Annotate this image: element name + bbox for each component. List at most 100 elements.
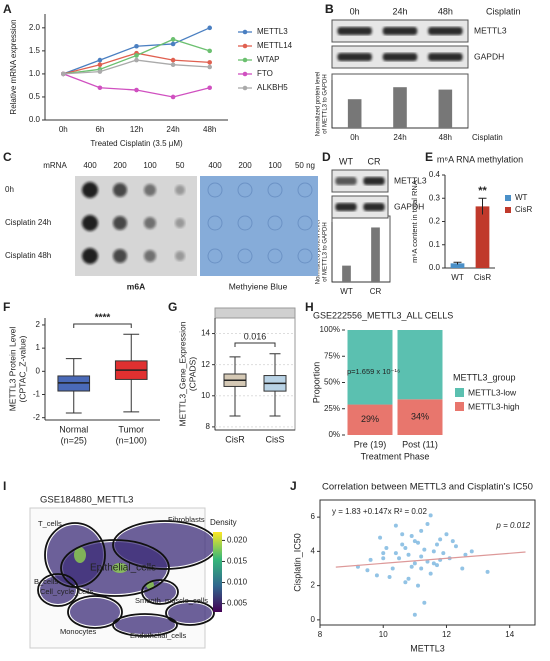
dot: [82, 248, 98, 264]
bar: [475, 206, 490, 268]
dot-blue: [207, 215, 223, 231]
point: [428, 513, 433, 518]
point: [412, 612, 417, 617]
point: [422, 547, 427, 552]
y-tick-label: 0%: [328, 430, 340, 439]
legend-label: WTAP: [257, 55, 280, 64]
dot-blue: [237, 248, 253, 264]
y-tick-label: 10: [201, 391, 210, 400]
whisker: [269, 353, 281, 417]
legend-marker: [242, 29, 248, 35]
point: [441, 551, 446, 556]
fit-line: [335, 551, 526, 568]
point: [460, 566, 465, 571]
point: [378, 535, 383, 540]
panel-label: C: [3, 150, 12, 164]
point: [431, 561, 436, 566]
x-tick-label: WT: [451, 273, 464, 282]
x-tick-label: 8: [318, 630, 323, 639]
point: [469, 549, 474, 554]
panel-label: H: [305, 300, 314, 314]
point: [384, 545, 389, 550]
y-tick-label: 0.0: [29, 115, 41, 124]
point: [134, 53, 139, 58]
dot: [113, 249, 127, 263]
x-axis-label: Treated Cisplatin (3.5 μM): [90, 139, 183, 148]
legend-swatch: [455, 402, 464, 411]
x-tick-label: 10: [379, 630, 388, 639]
bar-segment: [347, 330, 393, 405]
legend-label: METTL3: [257, 27, 288, 36]
dot: [82, 182, 98, 198]
caption: m6A: [127, 281, 145, 291]
cluster-outline: [141, 579, 179, 605]
point: [419, 554, 424, 559]
cluster-label: Fibroblasts: [168, 515, 205, 524]
dot-blue: [297, 182, 313, 198]
colorbar-tick-label: 0.005: [227, 599, 248, 608]
point: [368, 557, 373, 562]
legend-swatch: [455, 388, 464, 397]
whisker: [123, 333, 140, 413]
axis-label: Normalized protein level: [316, 72, 322, 136]
y-tick-label: -2: [33, 413, 41, 422]
point: [97, 85, 103, 91]
point: [397, 556, 402, 561]
bar: [438, 89, 453, 128]
point: [406, 552, 411, 557]
y-tick-label: 2: [36, 320, 41, 329]
dot: [175, 185, 185, 195]
point: [97, 69, 103, 74]
axis-label: Cisplatin_IC50: [292, 533, 302, 592]
panel-label: B: [325, 2, 334, 16]
point: [400, 532, 405, 537]
y-tick-label: 1.5: [29, 46, 41, 55]
axis-label: (CPADS): [187, 357, 197, 391]
axis-label: METTL3_Gene_Expression: [177, 321, 187, 426]
dot-blue: [297, 248, 313, 264]
x-tick-label: Normal: [59, 424, 88, 434]
x-tick-label: 12: [442, 630, 451, 639]
axis-label: of METTL3 to GAPDH: [323, 74, 329, 133]
point: [425, 559, 430, 564]
x-axis-label: Cisplatin: [472, 133, 503, 142]
x-tick-label: 24h: [166, 125, 179, 134]
dot: [113, 183, 127, 197]
lane-label: 48h: [438, 6, 453, 16]
dot-blue: [237, 215, 253, 231]
legend-swatch: [505, 207, 511, 213]
strip: [214, 307, 296, 319]
band: [335, 177, 357, 185]
x-axis-label: METTL3: [410, 643, 445, 653]
point: [419, 528, 424, 533]
axis-label: m⁶A content in total RNA: [410, 180, 419, 263]
dot-blue: [297, 215, 313, 231]
legend-marker: [242, 43, 248, 49]
y-tick-label: 2: [311, 581, 316, 590]
axis-label: of METTL3 to GAPDH: [323, 222, 329, 281]
axis-label: (CPTAC_Z-value): [17, 335, 27, 402]
point: [207, 60, 212, 65]
annotation: **: [478, 185, 487, 197]
dot: [144, 250, 156, 262]
bracket: [73, 323, 132, 328]
cluster-label: T_cells: [38, 519, 62, 528]
y-tick-label: 0.1: [429, 240, 441, 249]
x-tick-label: (n=25): [61, 435, 87, 445]
bar: [347, 99, 362, 128]
panel-label: I: [3, 479, 6, 493]
amount: 400: [83, 161, 97, 170]
y-tick-label: 0.3: [429, 193, 441, 202]
band: [363, 203, 385, 211]
density-hotspot: [112, 563, 128, 573]
caption: Methyiene Blue: [229, 281, 288, 291]
amount: 100: [143, 161, 157, 170]
legend-title: METTL3_group: [453, 372, 516, 382]
annotation: 0.016: [244, 331, 267, 341]
legend-label: METTL14: [257, 41, 293, 50]
data-label: 29%: [361, 414, 379, 424]
point: [406, 576, 411, 581]
point: [409, 564, 414, 569]
x-tick-label: Post (11): [402, 439, 438, 449]
panel-label: D: [322, 150, 331, 164]
